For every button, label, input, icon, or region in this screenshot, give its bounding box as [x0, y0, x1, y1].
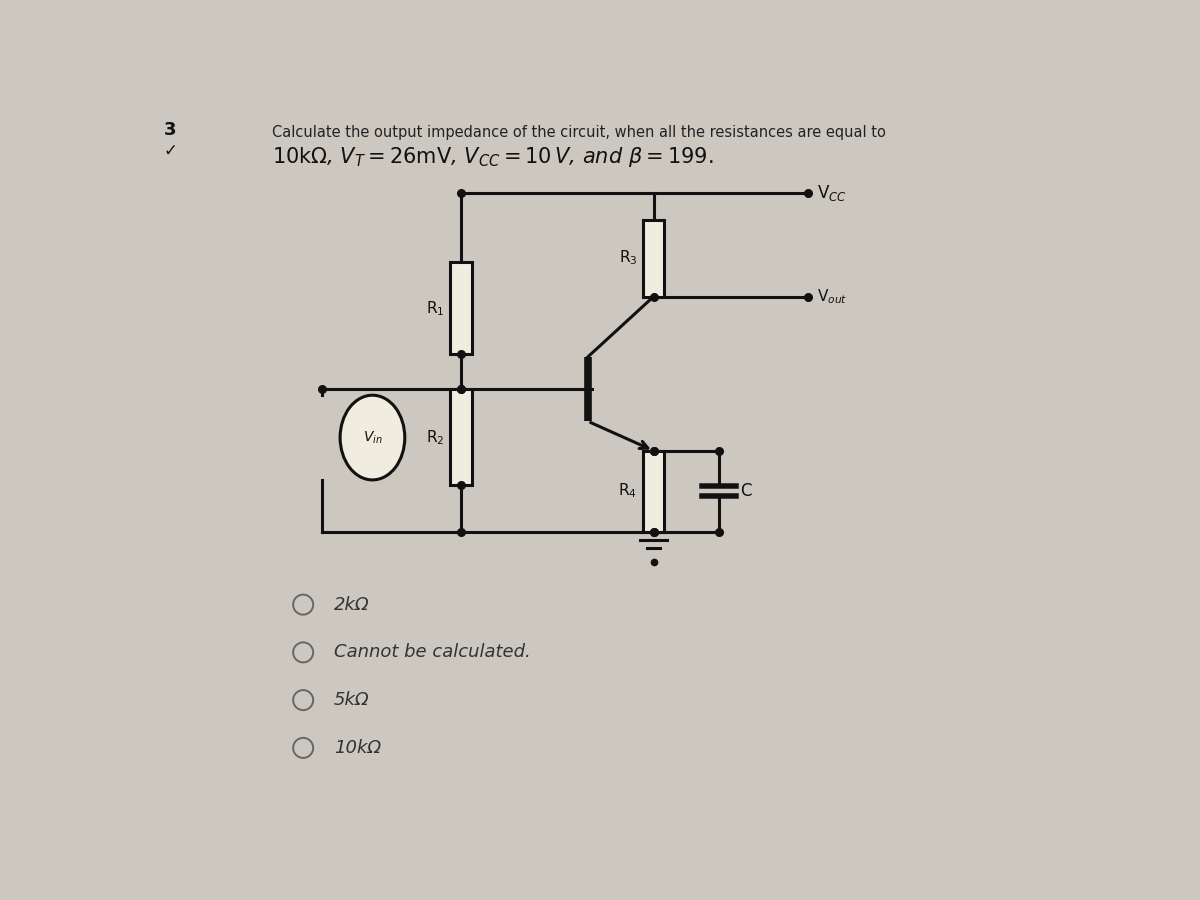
Text: C: C [740, 482, 752, 500]
Text: V$_{CC}$: V$_{CC}$ [817, 183, 846, 202]
Text: R$_4$: R$_4$ [618, 482, 637, 500]
Circle shape [293, 595, 313, 615]
Text: R$_2$: R$_2$ [426, 428, 445, 446]
Circle shape [293, 738, 313, 758]
Text: R$_3$: R$_3$ [619, 248, 637, 267]
Bar [643, 220, 665, 297]
Bar [450, 262, 472, 355]
Text: 2kΩ: 2kΩ [334, 596, 370, 614]
Text: 10kΩ: 10kΩ [334, 739, 382, 757]
Text: Cannot be calculated.: Cannot be calculated. [334, 644, 530, 662]
Text: Calculate the output impedance of the circuit, when all the resistances are equa: Calculate the output impedance of the ci… [272, 125, 887, 140]
Ellipse shape [340, 395, 404, 480]
Text: ✓: ✓ [163, 141, 176, 159]
Text: 3: 3 [163, 121, 176, 139]
Text: V$_{out}$: V$_{out}$ [817, 287, 847, 306]
Text: R$_1$: R$_1$ [426, 299, 445, 318]
Bar [450, 389, 472, 485]
Circle shape [293, 643, 313, 662]
Bar [643, 451, 665, 532]
Text: V$_{in}$: V$_{in}$ [362, 429, 383, 445]
Circle shape [293, 690, 313, 710]
Text: 5kΩ: 5kΩ [334, 691, 370, 709]
Text: $10\mathrm{k}\Omega$, $V_T = 26\mathrm{mV}$, $V_{CC} = 10\,V$, $and\ \beta = 199: $10\mathrm{k}\Omega$, $V_T = 26\mathrm{m… [272, 145, 714, 169]
